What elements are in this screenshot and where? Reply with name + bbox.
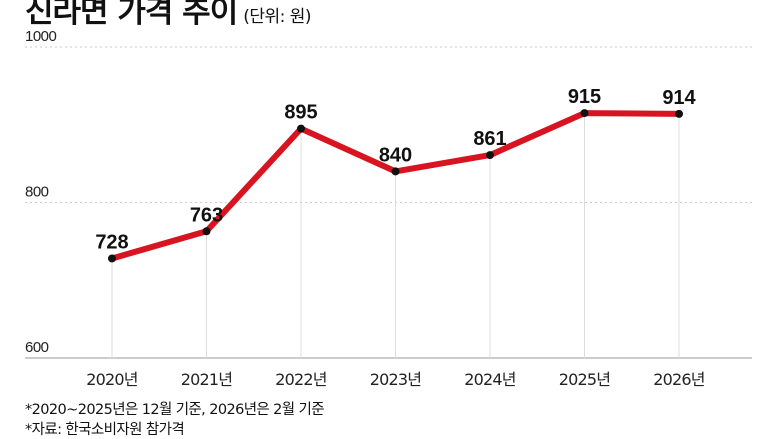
data-point (202, 227, 211, 236)
data-point (391, 167, 400, 176)
data-label: 728 (95, 231, 128, 253)
y-tick-label: 800 (25, 184, 49, 201)
x-tick-label: 2021년 (181, 370, 233, 389)
x-tick-label: 2020년 (86, 370, 138, 389)
x-tick-label: 2026년 (653, 370, 705, 389)
data-label: 914 (662, 87, 696, 109)
title-text: 신라면 가격 추이 (25, 0, 238, 30)
data-point (486, 151, 494, 160)
data-point (580, 109, 589, 118)
footnote-basis: *2020~2025년은 12월 기준, 2026년은 2월 기준 (25, 402, 325, 418)
data-label: 915 (568, 86, 601, 108)
y-tick-label: 1000 (25, 28, 57, 45)
x-tick-label: 2022년 (275, 370, 327, 389)
data-point (675, 109, 683, 118)
y-tick-label: 600 (25, 339, 49, 356)
chart-title: 신라면 가격 추이 (단위: 원) (25, 0, 312, 31)
x-tick-label: 2025년 (559, 370, 611, 389)
data-label: 895 (284, 102, 317, 124)
unit-label: (단위: 원) (243, 7, 312, 27)
x-tick-label: 2024년 (464, 370, 516, 389)
data-label: 861 (473, 128, 506, 150)
data-label: 840 (379, 144, 412, 166)
footnote-source: *자료: 한국소비자원 참가격 (25, 422, 185, 438)
data-point (297, 124, 305, 133)
data-point (108, 254, 116, 263)
x-tick-label: 2023년 (370, 370, 422, 389)
data-label: 763 (190, 204, 223, 226)
